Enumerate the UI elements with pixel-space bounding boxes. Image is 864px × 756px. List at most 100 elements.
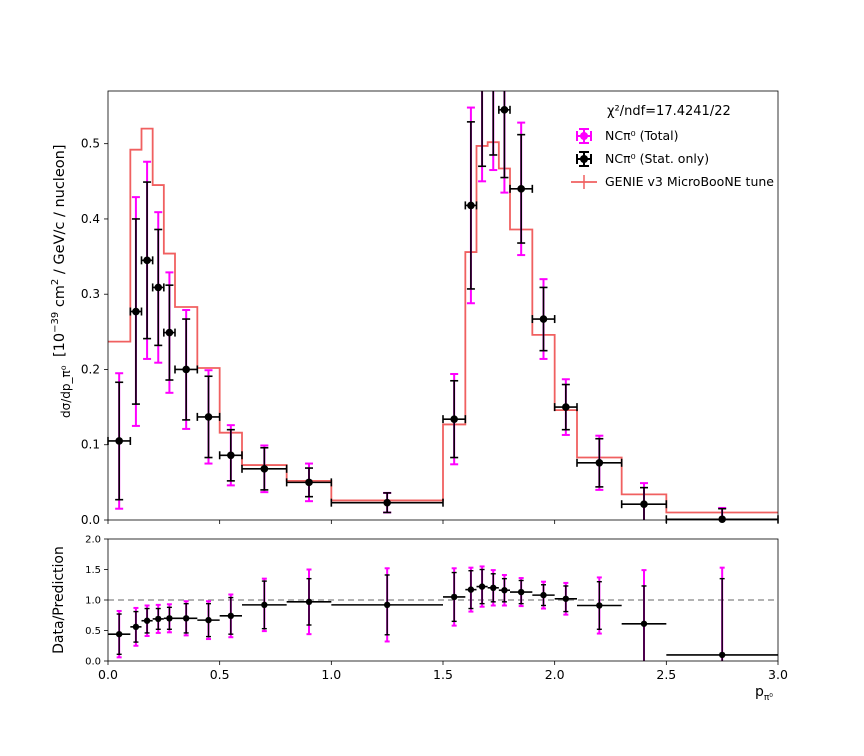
ratio-point [532,580,555,610]
x-tick-label: 3.0 [768,667,788,682]
ratio-point [554,581,577,616]
ratio-point [108,609,131,659]
ratio-y-axis-label: Data/Prediction [51,546,67,654]
data-point [531,278,556,360]
ratio-point [242,577,287,633]
top-y-ticks: 0.0 0.1 0.2 0.3 0.4 0.5 [81,137,108,527]
ratio-marker [517,588,525,596]
ratio-point [666,566,778,661]
ratio-marker [490,584,497,591]
data-marker [204,413,213,421]
ratio-point [175,600,198,637]
ratio-point [621,569,667,661]
ratio-y-tick-label: 0.5 [85,626,101,637]
data-marker [132,307,140,316]
data-point [509,121,534,257]
data-marker [467,201,475,210]
ratio-marker [115,630,123,638]
ratio-point [443,567,466,627]
legend-label-total: NCπ⁰ (Total) [605,128,679,143]
ratio-point [487,569,499,607]
ratio-points [108,565,778,661]
ratio-point [152,603,164,634]
ratio-point [577,576,622,635]
x-axis-label: pπ⁰ [755,684,773,703]
data-point [620,482,668,520]
ratio-marker [261,601,268,609]
stat-error-bar [500,91,509,179]
legend-label-stat: NCπ⁰ (Stat. only) [605,151,709,166]
bottom-y-ticks: 0.0 0.5 1.0 1.5 2.0 [85,535,108,668]
legend-entry-total: NCπ⁰ (Total) [576,128,679,144]
y-label-units: [10−39 cm2 / GeV/c / nucleon] [50,145,68,357]
data-marker [500,106,509,114]
y-label-fraction: dσ/dp_π⁰ [59,365,73,418]
data-marker [154,283,163,292]
legend-entry-genie: GENIE v3 MicroBooNE tune [571,174,774,189]
x-tick-label: 0.5 [210,667,230,682]
top-y-axis-label: dσ/dp_π⁰ [10−39 cm2 / GeV/c / nucleon] [50,145,73,418]
ratio-marker [640,620,648,627]
data-marker [718,515,726,524]
legend-entry-stat: NCπ⁰ (Stat. only) [576,151,709,167]
data-point [196,369,221,465]
data-points [107,91,779,524]
y-tick-label: 0.2 [81,362,100,376]
prediction-line [108,127,778,514]
data-marker [115,437,123,445]
ratio-point [498,573,510,607]
ratio-y-tick-label: 2.0 [85,535,101,546]
x-tick-label: 2.0 [545,667,565,682]
data-marker [595,459,604,467]
y-tick-label: 0.1 [81,438,100,452]
ratio-marker [166,615,173,622]
ratio-marker [540,591,547,599]
data-marker [165,328,174,337]
data-point [241,444,288,494]
ratio-marker [227,612,235,620]
top-x-ticks [107,520,779,524]
data-point [285,462,333,503]
x-tick-label: 1.0 [321,667,341,682]
data-point [442,372,467,466]
bottom-x-ticks: 0.0 0.5 1.0 1.5 2.0 2.5 3.0 [98,661,788,682]
data-point [330,491,444,514]
ratio-point [163,603,175,634]
data-marker [450,415,458,423]
ratio-point [130,606,142,647]
ratio-point [219,593,242,639]
ratio-point [510,577,533,608]
x-tick-label: 0.0 [98,667,118,682]
data-point [576,434,623,491]
ratio-marker [718,651,726,659]
ratio-marker [182,615,190,622]
data-point [129,196,143,427]
ratio-point [141,604,153,637]
ratio-point [286,568,332,636]
chi2-annotation: χ²/ndf=17.4241/22 [607,104,731,119]
ratio-marker [205,616,212,624]
ratio-y-tick-label: 1.5 [85,565,101,576]
data-marker [517,185,525,193]
y-tick-label: 0.5 [81,137,100,151]
ratio-marker [383,601,391,609]
ratio-marker [143,617,151,624]
x-tick-label: 2.5 [656,667,676,682]
cross-section-panel: 0.0 0.1 0.2 0.3 0.4 0.5 χ²/ndf=17.4241/22 NCπ… [50,90,779,527]
data-marker [227,451,235,460]
ratio-marker [501,587,508,594]
ratio-y-tick-label: 1.0 [85,596,101,607]
data-point [464,106,478,305]
ratio-panel: 0.0 0.5 1.0 1.5 2.0 0.0 0.5 1.0 1.5 2.0 2.5 3.0 Da… [51,535,788,704]
ratio-marker [155,615,162,623]
y-tick-label: 0.0 [81,513,100,527]
data-point [140,160,154,360]
y-tick-label: 0.4 [81,212,100,226]
data-marker [143,256,151,265]
ratio-point [331,567,443,643]
data-point [163,271,176,394]
data-point [151,211,165,364]
data-point [174,309,199,430]
data-marker [182,365,190,374]
